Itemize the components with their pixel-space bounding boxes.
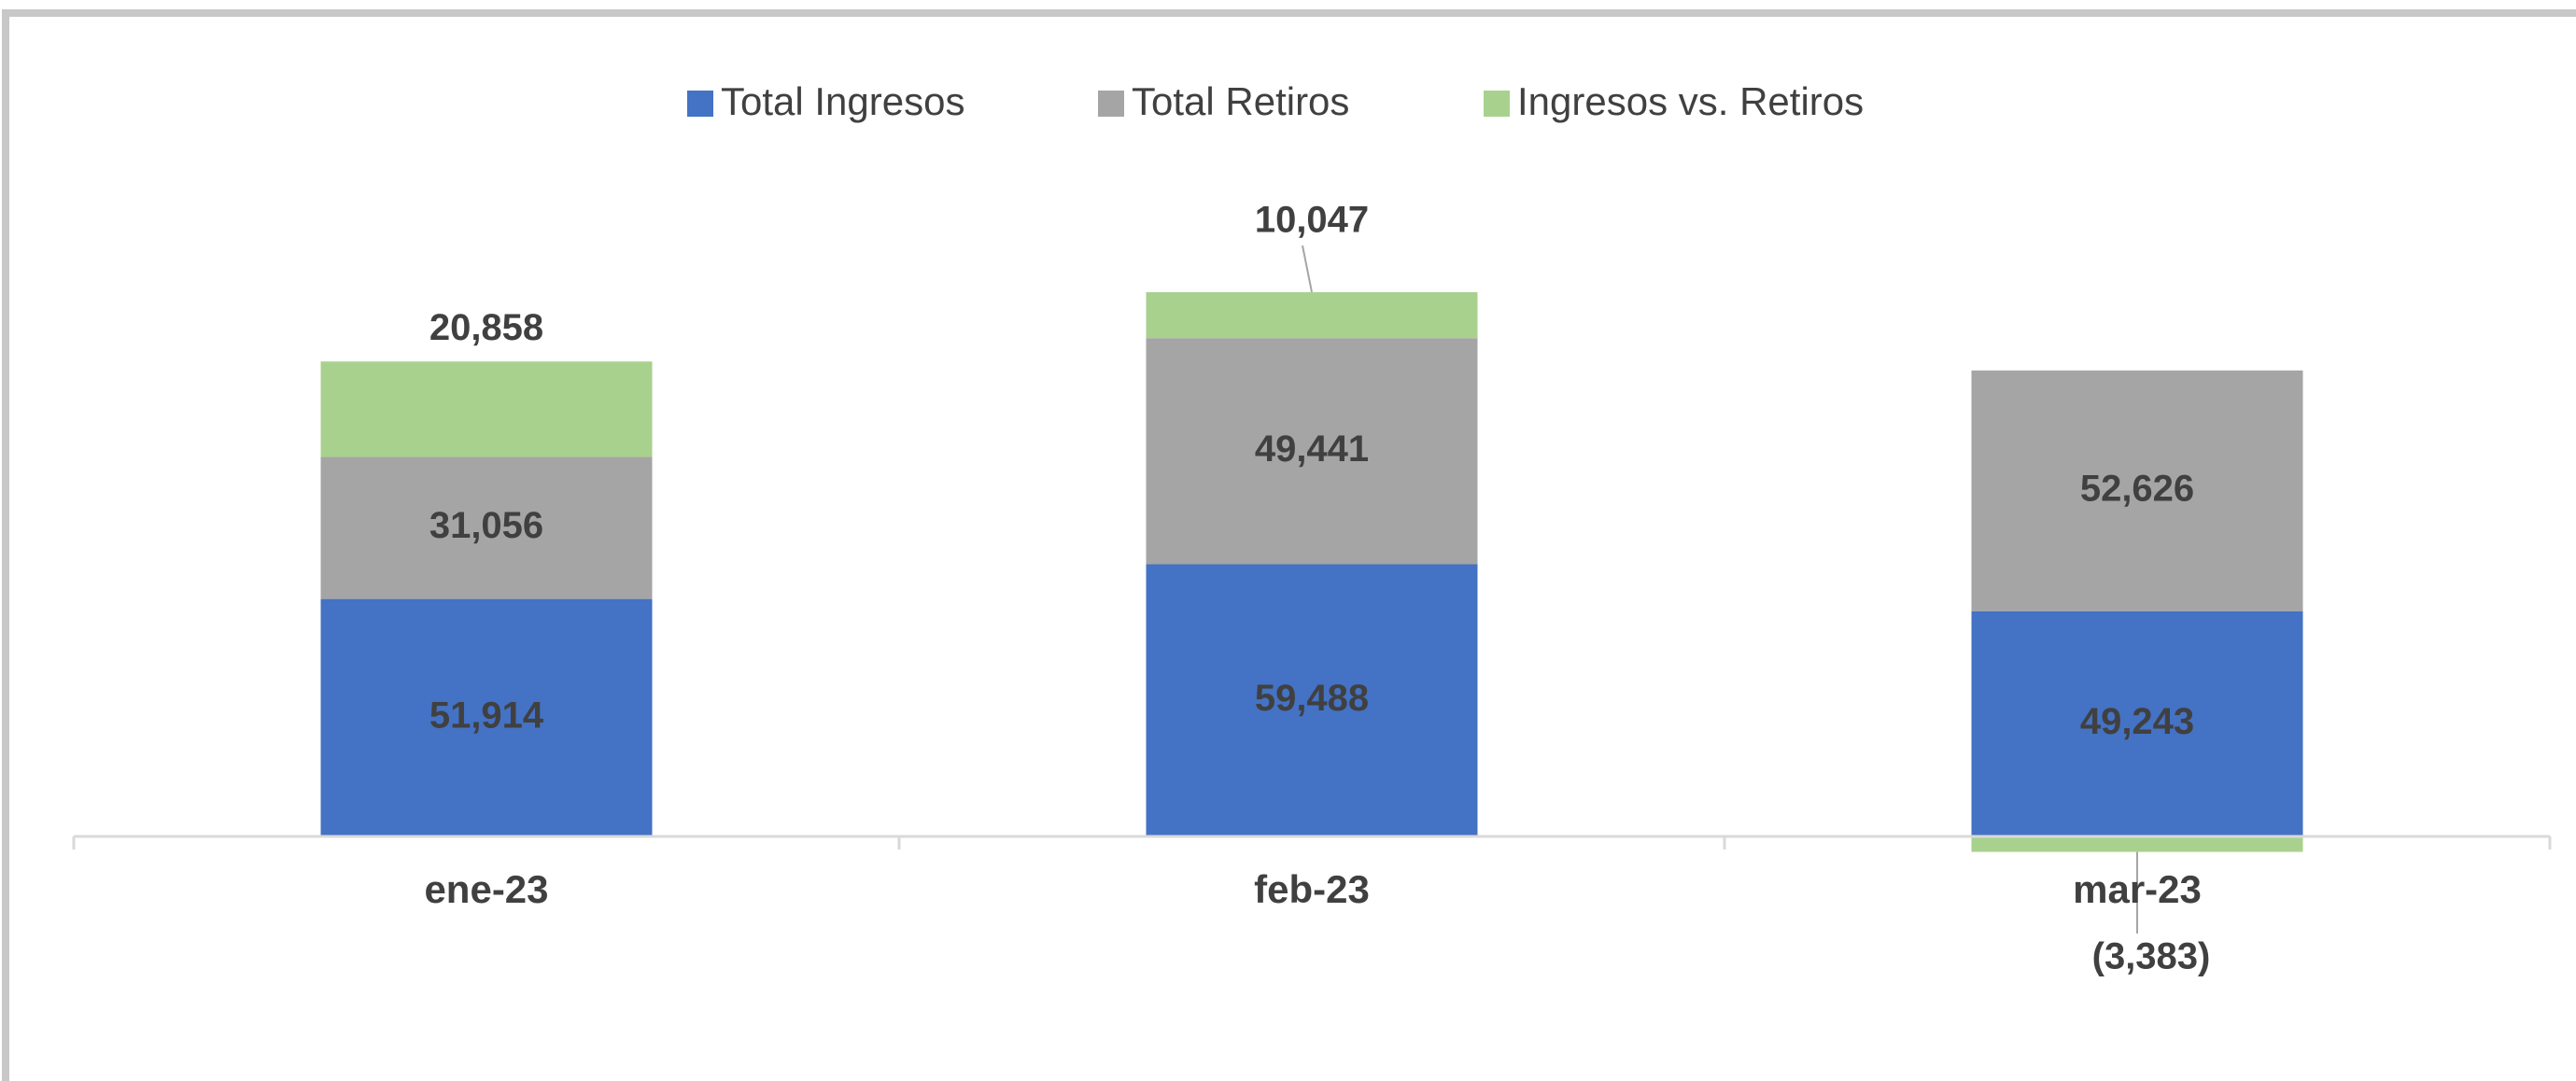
- frame: [2, 9, 2576, 1081]
- bar-segment: [1146, 338, 1478, 565]
- data-label: (3,383): [2092, 936, 2211, 977]
- bar-segment: [1971, 370, 2303, 611]
- bar-segment: [1971, 836, 2303, 852]
- data-label: 10,047: [1255, 200, 1369, 241]
- bar-segment: [320, 598, 653, 836]
- x-tick-label: mar-23: [2073, 867, 2202, 911]
- data-label: 51,914: [429, 695, 544, 736]
- data-label: 52,626: [2080, 468, 2194, 509]
- legend-label: Total Retiros: [1132, 79, 1349, 123]
- bar-segment: [1146, 292, 1478, 339]
- leader-line: [1302, 245, 1313, 293]
- bar-segment: [1146, 564, 1478, 836]
- legend-label: Ingresos vs. Retiros: [1517, 79, 1864, 123]
- data-label: 31,056: [429, 505, 543, 546]
- x-tick-label: feb-23: [1254, 867, 1370, 911]
- x-tick-label: ene-23: [424, 867, 548, 911]
- bar-segment: [320, 361, 653, 457]
- bar-segment: [320, 456, 653, 599]
- bar-segment: [1971, 611, 2303, 836]
- data-label: 49,441: [1255, 428, 1369, 470]
- legend-swatch: [1098, 91, 1124, 117]
- legend-label: Total Ingresos: [721, 79, 964, 123]
- legend-swatch: [687, 91, 713, 117]
- legend-swatch: [1484, 91, 1510, 117]
- data-label: 49,243: [2080, 701, 2194, 742]
- data-label: 59,488: [1255, 678, 1369, 719]
- data-label: 20,858: [429, 307, 543, 348]
